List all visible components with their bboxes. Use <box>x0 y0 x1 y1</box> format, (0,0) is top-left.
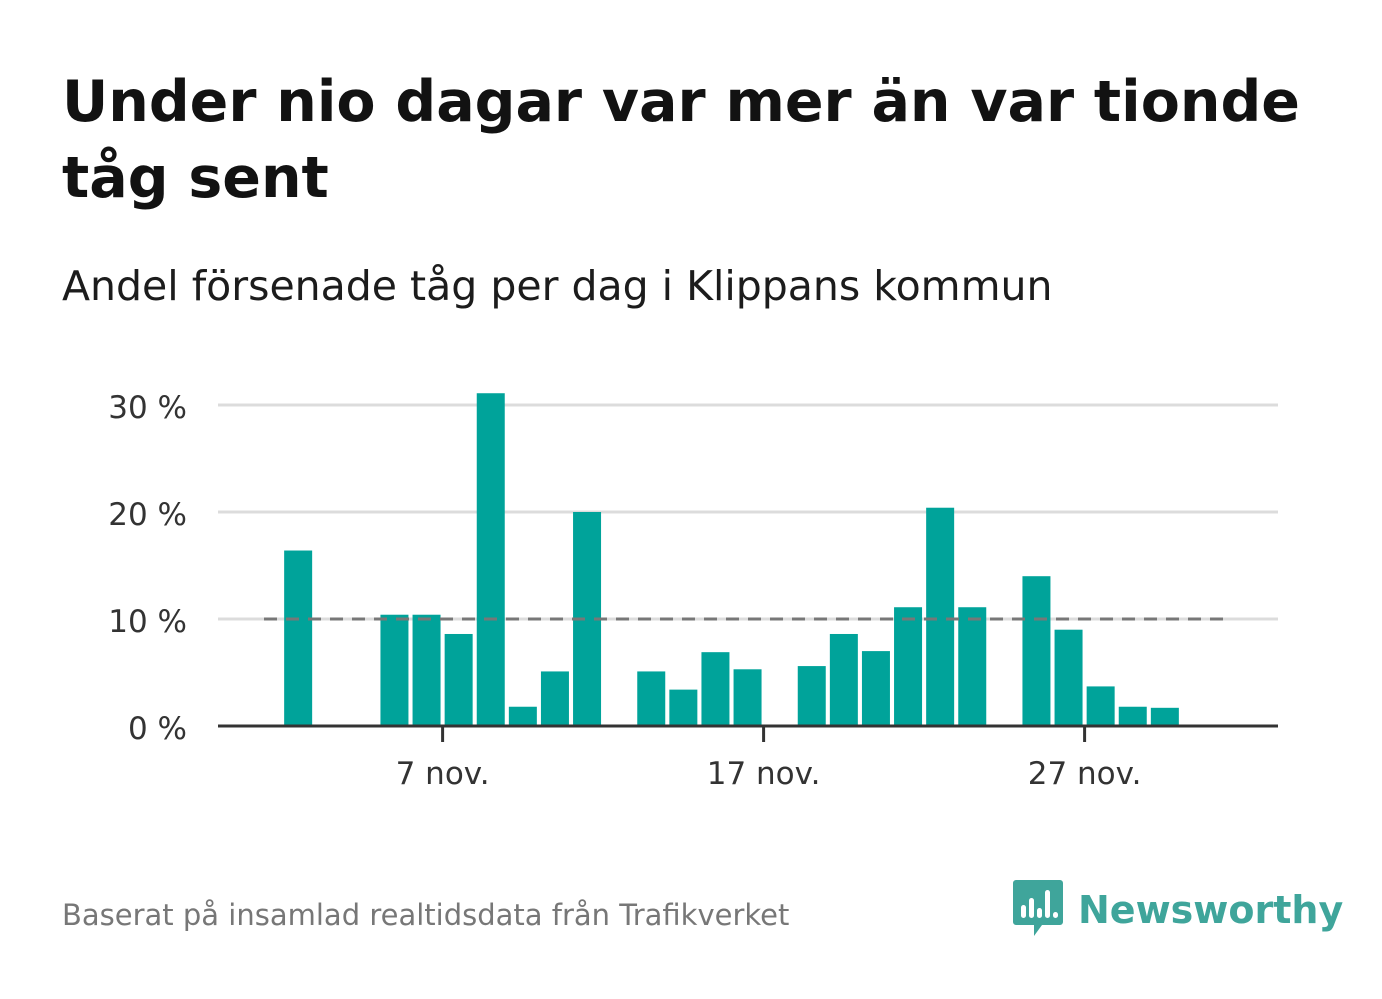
gridlines <box>218 403 1278 621</box>
bar <box>1022 576 1051 726</box>
bar <box>894 607 923 726</box>
bar <box>1054 629 1083 726</box>
newsworthy-logo-icon <box>1012 878 1064 942</box>
y-tick-label: 0 % <box>128 711 187 747</box>
y-axis-ticks: 0 % 10 % 20 % 30 % <box>108 390 187 747</box>
bar <box>733 669 762 726</box>
x-tick-label: 17 nov. <box>707 756 821 792</box>
bar <box>797 666 826 726</box>
bars <box>284 393 1179 726</box>
bar <box>637 671 666 726</box>
x-axis: 7 nov. 17 nov. 27 nov. <box>218 724 1278 792</box>
bar <box>444 633 473 726</box>
bar <box>861 651 890 726</box>
bar <box>926 507 955 726</box>
y-tick-label: 10 % <box>108 604 187 640</box>
y-tick-label: 20 % <box>108 497 187 533</box>
chart-title: Under nio dagar var mer än var tionde tå… <box>62 69 1300 211</box>
chart-subtitle: Andel försenade tåg per dag i Klippans k… <box>62 262 1053 310</box>
bar <box>508 706 537 726</box>
bar <box>380 614 409 726</box>
x-tick-label: 27 nov. <box>1028 756 1142 792</box>
bar <box>669 689 698 726</box>
brand-logo[interactable]: Newsworthy <box>1012 878 1343 942</box>
x-tick-label: 7 nov. <box>396 756 490 792</box>
bar <box>1086 686 1115 726</box>
bar <box>412 614 441 726</box>
y-tick-label: 30 % <box>108 390 187 426</box>
bar <box>958 607 987 726</box>
bar <box>540 671 569 726</box>
bar <box>829 633 858 726</box>
source-note: Baserat på insamlad realtidsdata från Tr… <box>62 898 790 932</box>
bar <box>476 393 505 726</box>
bar <box>1118 706 1147 726</box>
brand-name: Newsworthy <box>1078 888 1344 932</box>
bar <box>701 652 730 726</box>
bar <box>1150 707 1179 726</box>
bar <box>284 550 313 726</box>
